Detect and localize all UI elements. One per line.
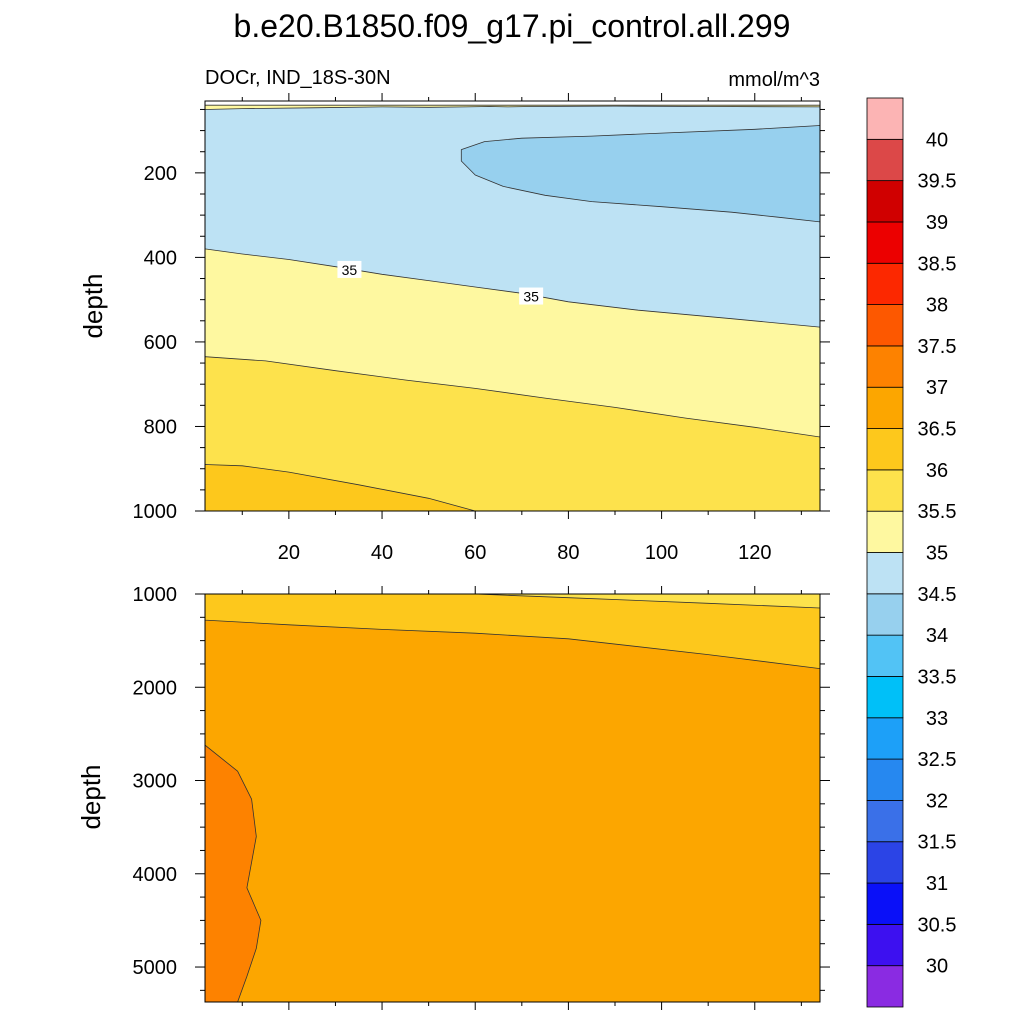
lower-y-axis-label: depth <box>76 764 106 829</box>
units-label: mmol/m^3 <box>728 69 820 91</box>
colorbar-swatch <box>866 262 904 305</box>
y-tick-label: 5000 <box>133 957 178 979</box>
colorbar-swatch <box>866 841 904 884</box>
colorbar-swatch <box>866 965 904 1008</box>
lower-plot-frame <box>204 593 821 1003</box>
colorbar-label: 39 <box>926 212 948 234</box>
y-tick-label: 1000 <box>133 501 178 523</box>
upper-region-34-34.5 <box>460 125 820 223</box>
y-tick-label: 800 <box>144 416 177 438</box>
colorbar-label: 31.5 <box>918 832 957 854</box>
upper-panel: 35 35 20 40 60 80 100 120 200 400 600 800 1000 dept… <box>78 93 830 564</box>
colorbar-swatch <box>866 221 904 264</box>
colorbar-swatch <box>866 634 904 677</box>
upper-contour-fills <box>205 104 820 511</box>
colorbar-swatch <box>866 676 904 719</box>
colorbar-label: 37.5 <box>918 336 957 358</box>
contour-label: 35 <box>337 260 362 278</box>
lower-contour-fills <box>205 594 820 1002</box>
colorbar-swatch <box>866 923 904 967</box>
y-tick-label: 200 <box>144 163 177 185</box>
lower-region-35.5-36 <box>474 594 820 609</box>
colorbar-label: 35 <box>926 543 948 565</box>
chart-title: b.e20.B1850.f09_g17.pi_control.all.299 <box>234 8 791 44</box>
colorbar-swatch <box>866 428 904 471</box>
y-tick-label: 1000 <box>133 584 178 606</box>
x-tick-label: 120 <box>738 542 771 564</box>
contour-label-text: 35 <box>523 289 539 305</box>
colorbar-swatch <box>866 138 904 182</box>
y-tick-label: 400 <box>144 247 177 269</box>
colorbar-label: 36 <box>926 460 948 482</box>
colorbar-label: 40 <box>926 129 948 151</box>
lower-axes: 1000 2000 3000 4000 5000 <box>133 584 830 1010</box>
colorbar-label: 31 <box>926 873 948 895</box>
x-tick-label: 60 <box>464 542 486 564</box>
colorbar-label: 30.5 <box>918 914 957 936</box>
upper-region-35.5-36 <box>205 356 820 511</box>
colorbar-swatch <box>866 800 904 843</box>
lower-region-36-36.5 <box>205 594 820 669</box>
colorbar-label: 30 <box>926 956 948 978</box>
colorbar-swatch <box>866 97 904 140</box>
x-tick-label: 20 <box>278 542 300 564</box>
variable-region-label: DOCr, IND_18S-30N <box>205 67 391 89</box>
colorbar-swatch <box>866 304 904 347</box>
colorbar-label: 32.5 <box>918 749 957 771</box>
contour-label: 35 <box>519 287 544 305</box>
contour-label-text: 35 <box>342 262 358 278</box>
upper-contour-labels: 35 35 <box>337 260 544 305</box>
upper-y-axis-label: depth <box>78 273 108 338</box>
colorbar-label: 34 <box>926 625 948 647</box>
colorbar-swatch <box>866 386 904 429</box>
colorbar-swatch <box>866 882 904 925</box>
colorbar-swatch <box>866 180 904 223</box>
x-tick-label: 40 <box>371 542 393 564</box>
colorbar-label: 35.5 <box>918 501 957 523</box>
colorbar-label: 32 <box>926 790 948 812</box>
colorbar-label: 38.5 <box>918 253 957 275</box>
x-tick-label: 100 <box>645 542 678 564</box>
y-tick-label: 2000 <box>133 677 178 699</box>
colorbar-swatch <box>866 510 904 553</box>
colorbar-swatch <box>866 345 904 388</box>
colorbar-swatch <box>866 552 904 595</box>
colorbar: 30 30.5 31 31.5 32 32.5 33 33.5 34 34.5 35 35.5 36 36… <box>866 97 957 1008</box>
y-tick-label: 600 <box>144 332 177 354</box>
y-tick-label: 3000 <box>133 771 178 793</box>
colorbar-swatch <box>866 469 904 512</box>
colorbar-label: 34.5 <box>918 584 957 606</box>
colorbar-label: 33 <box>926 708 948 730</box>
colorbar-label: 33.5 <box>918 666 957 688</box>
lower-panel: 1000 2000 3000 4000 5000 depth <box>76 584 830 1010</box>
lower-region-37-37.5 <box>205 744 262 1002</box>
colorbar-swatch <box>866 758 904 801</box>
colorbar-label: 39.5 <box>918 171 957 193</box>
lower-region-36.5-37 <box>205 594 820 1002</box>
y-tick-label: 4000 <box>133 864 178 886</box>
colorbar-label: 36.5 <box>918 419 957 441</box>
colorbar-label: 37 <box>926 377 948 399</box>
colorbar-swatch <box>866 593 904 636</box>
upper-region-36-36.5 <box>205 464 476 511</box>
upper-plot-frame <box>204 100 821 512</box>
colorbar-label: 38 <box>926 295 948 317</box>
colorbar-swatch <box>866 717 904 760</box>
x-tick-label: 80 <box>557 542 579 564</box>
upper-axes: 20 40 60 80 100 120 200 400 600 800 1000 <box>133 93 830 564</box>
